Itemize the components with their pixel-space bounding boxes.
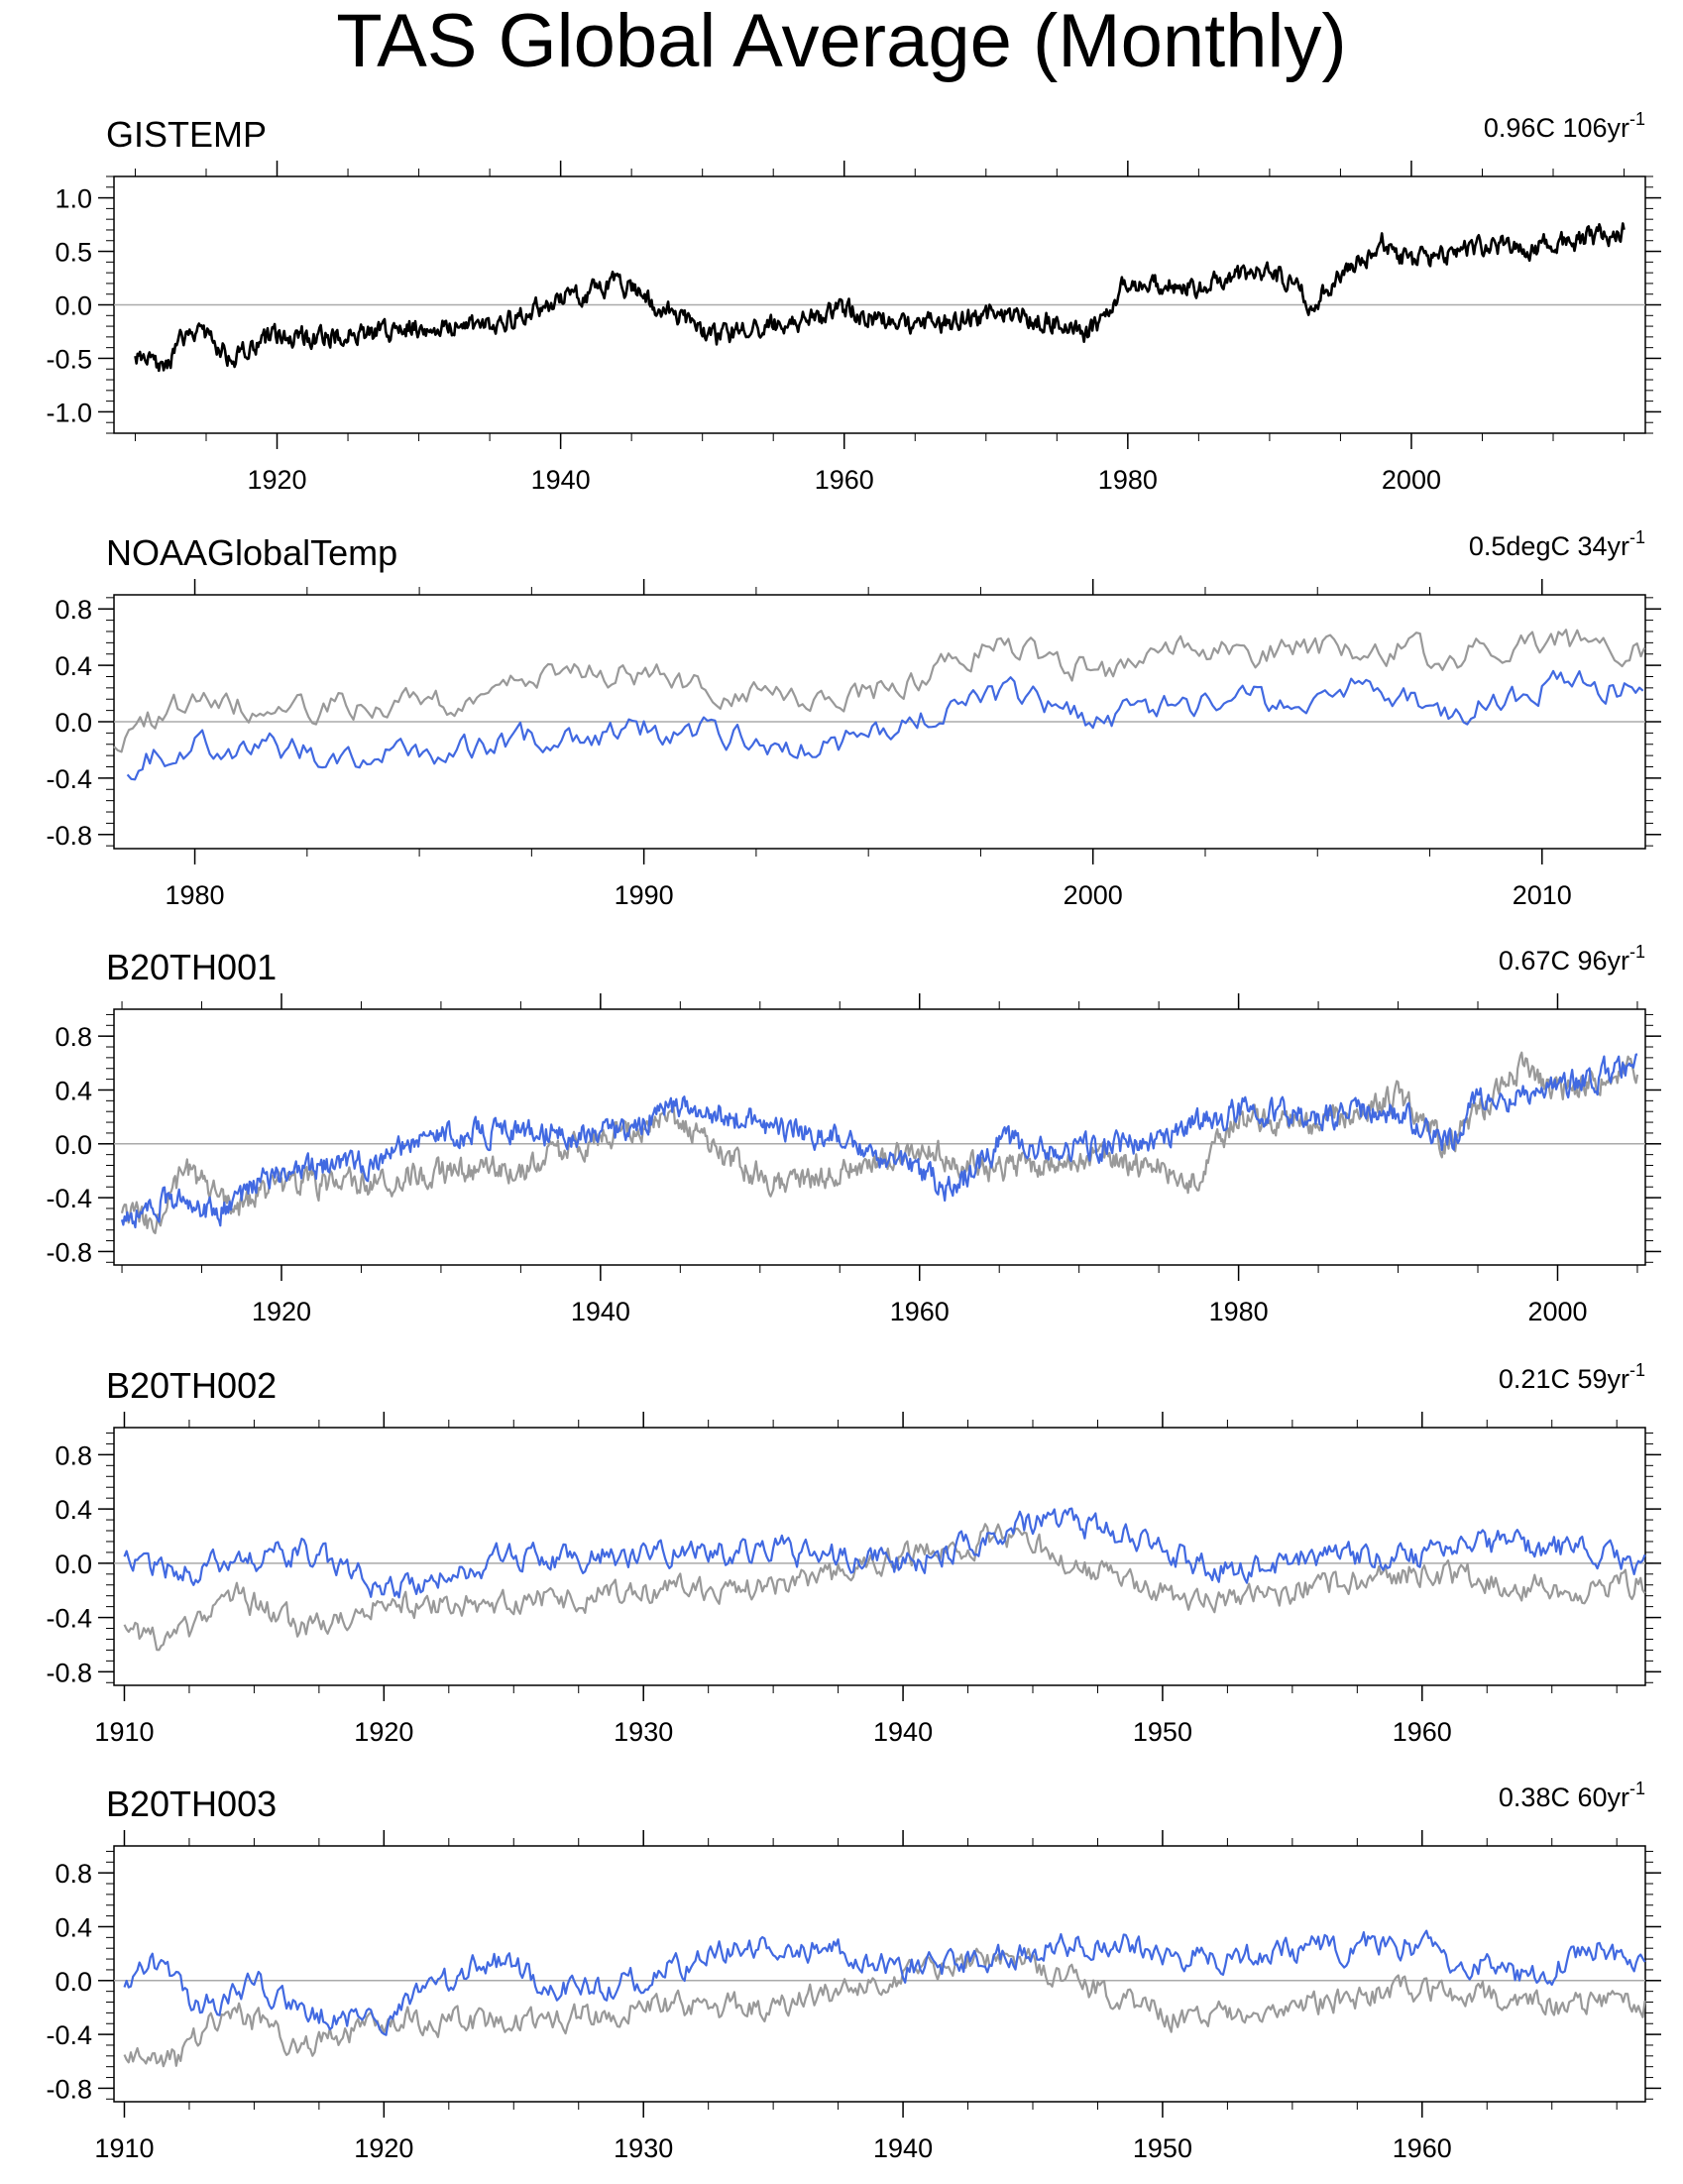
- panel-2-series-noaaglobaltemp: [126, 669, 1644, 781]
- panel-2-xtick-label: 2000: [1064, 880, 1123, 910]
- panel-4-ytick-label: 0.4: [55, 1495, 92, 1525]
- panel-2-ytick-label: 0.0: [55, 708, 92, 738]
- panel-5-xtick-label: 1920: [354, 2133, 413, 2163]
- panel-3-xtick-label: 1960: [890, 1297, 950, 1326]
- figure-title: TAS Global Average (Monthly): [336, 0, 1347, 83]
- panel-4-series-b20th002: [123, 1507, 1646, 1599]
- panel-5-trend-label: 0.38C 60yr-1: [1499, 1779, 1645, 1812]
- panel-3-xtick-label: 1940: [571, 1297, 630, 1326]
- panel-3-frame: [113, 1008, 1646, 1266]
- panel-5-ytick-label: 0.0: [55, 1967, 92, 1997]
- panel-2-title: NOAAGlobalTemp: [106, 532, 397, 573]
- panel-4-ytick-label: -0.8: [46, 1658, 92, 1687]
- panel-1-ytick-label: 1.0: [55, 184, 92, 214]
- panel-1-ytick-label: -1.0: [46, 398, 92, 427]
- panel-4-xtick-label: 1930: [614, 1717, 673, 1747]
- panel-1-xtick-label: 1980: [1098, 465, 1158, 495]
- panel-4-xtick-label: 1910: [94, 1717, 154, 1747]
- panel-5-title: B20TH003: [106, 1783, 277, 1824]
- panel-5-ytick-label: -0.4: [46, 2020, 92, 2050]
- panel-2-ytick-label: -0.8: [46, 821, 92, 851]
- panel-4-series-reference: [123, 1523, 1646, 1652]
- panel-3-ytick-label: -0.8: [46, 1237, 92, 1267]
- panel-3-xtick-label: 1980: [1209, 1297, 1269, 1326]
- panel-1-xtick-label: 1920: [247, 465, 306, 495]
- panel-3-series-reference: [120, 1051, 1639, 1234]
- panel-3-ytick-label: 0.4: [55, 1076, 92, 1105]
- panel-4-xtick-label: 1950: [1133, 1717, 1192, 1747]
- panel-5-xtick-label: 1910: [94, 2133, 154, 2163]
- panel-1-title: GISTEMP: [106, 114, 267, 155]
- panel-4-xtick-label: 1940: [873, 1717, 933, 1747]
- panel-3-xtick-label: 2000: [1527, 1297, 1587, 1326]
- panel-2-xtick-label: 2010: [1513, 880, 1572, 910]
- panel-1-trend-label: 0.96C 106yr-1: [1484, 109, 1645, 143]
- panel-1-series-gistemp: [134, 222, 1626, 373]
- panel-3-xtick-label: 1920: [252, 1297, 311, 1326]
- panel-4-xtick-label: 1960: [1393, 1717, 1452, 1747]
- panel-3-ytick-label: 0.0: [55, 1130, 92, 1160]
- panel-4-xtick-label: 1920: [354, 1717, 413, 1747]
- panel-4-trend-label: 0.21C 59yr-1: [1499, 1360, 1645, 1394]
- panel-5-xtick-label: 1940: [873, 2133, 933, 2163]
- panel-2-trend-label: 0.5degC 34yr-1: [1469, 527, 1645, 561]
- panel-5-xtick-label: 1960: [1393, 2133, 1452, 2163]
- panel-4-ytick-label: -0.4: [46, 1604, 92, 1634]
- panel-5-frame: [113, 1845, 1646, 2103]
- panel-2-ytick-label: -0.4: [46, 764, 92, 794]
- panel-3-series-b20th001: [120, 1053, 1638, 1229]
- panel-2-xtick-label: 1990: [615, 880, 674, 910]
- panel-5-xtick-label: 1930: [614, 2133, 673, 2163]
- panel-1-xtick-label: 2000: [1382, 465, 1441, 495]
- panel-3-ytick-label: -0.4: [46, 1184, 92, 1213]
- panel-1-ytick-label: 0.5: [55, 238, 92, 268]
- panel-5-ytick-label: -0.8: [46, 2074, 92, 2104]
- panel-1-ytick-label: 0.0: [55, 291, 92, 321]
- panel-1-ytick-label: -0.5: [46, 344, 92, 374]
- panel-2-series-reference: [113, 629, 1646, 753]
- panel-5-ytick-label: 0.4: [55, 1912, 92, 1942]
- panel-1-xtick-label: 1960: [815, 465, 874, 495]
- panel-1-xtick-label: 1940: [531, 465, 591, 495]
- panel-4-title: B20TH002: [106, 1365, 277, 1406]
- panel-2-ytick-label: 0.8: [55, 595, 92, 625]
- panel-5-ytick-label: 0.8: [55, 1859, 92, 1889]
- panel-5-xtick-label: 1950: [1133, 2133, 1192, 2163]
- panel-5-series-b20th003: [123, 1929, 1646, 2036]
- panel-2-xtick-label: 1980: [166, 880, 225, 910]
- panel-3-title: B20TH001: [106, 947, 277, 987]
- panel-4-ytick-label: 0.8: [55, 1440, 92, 1470]
- panel-4-ytick-label: 0.0: [55, 1550, 92, 1579]
- panel-3-ytick-label: 0.8: [55, 1022, 92, 1052]
- panel-3-trend-label: 0.67C 96yr-1: [1499, 942, 1645, 976]
- panel-2-ytick-label: 0.4: [55, 651, 92, 681]
